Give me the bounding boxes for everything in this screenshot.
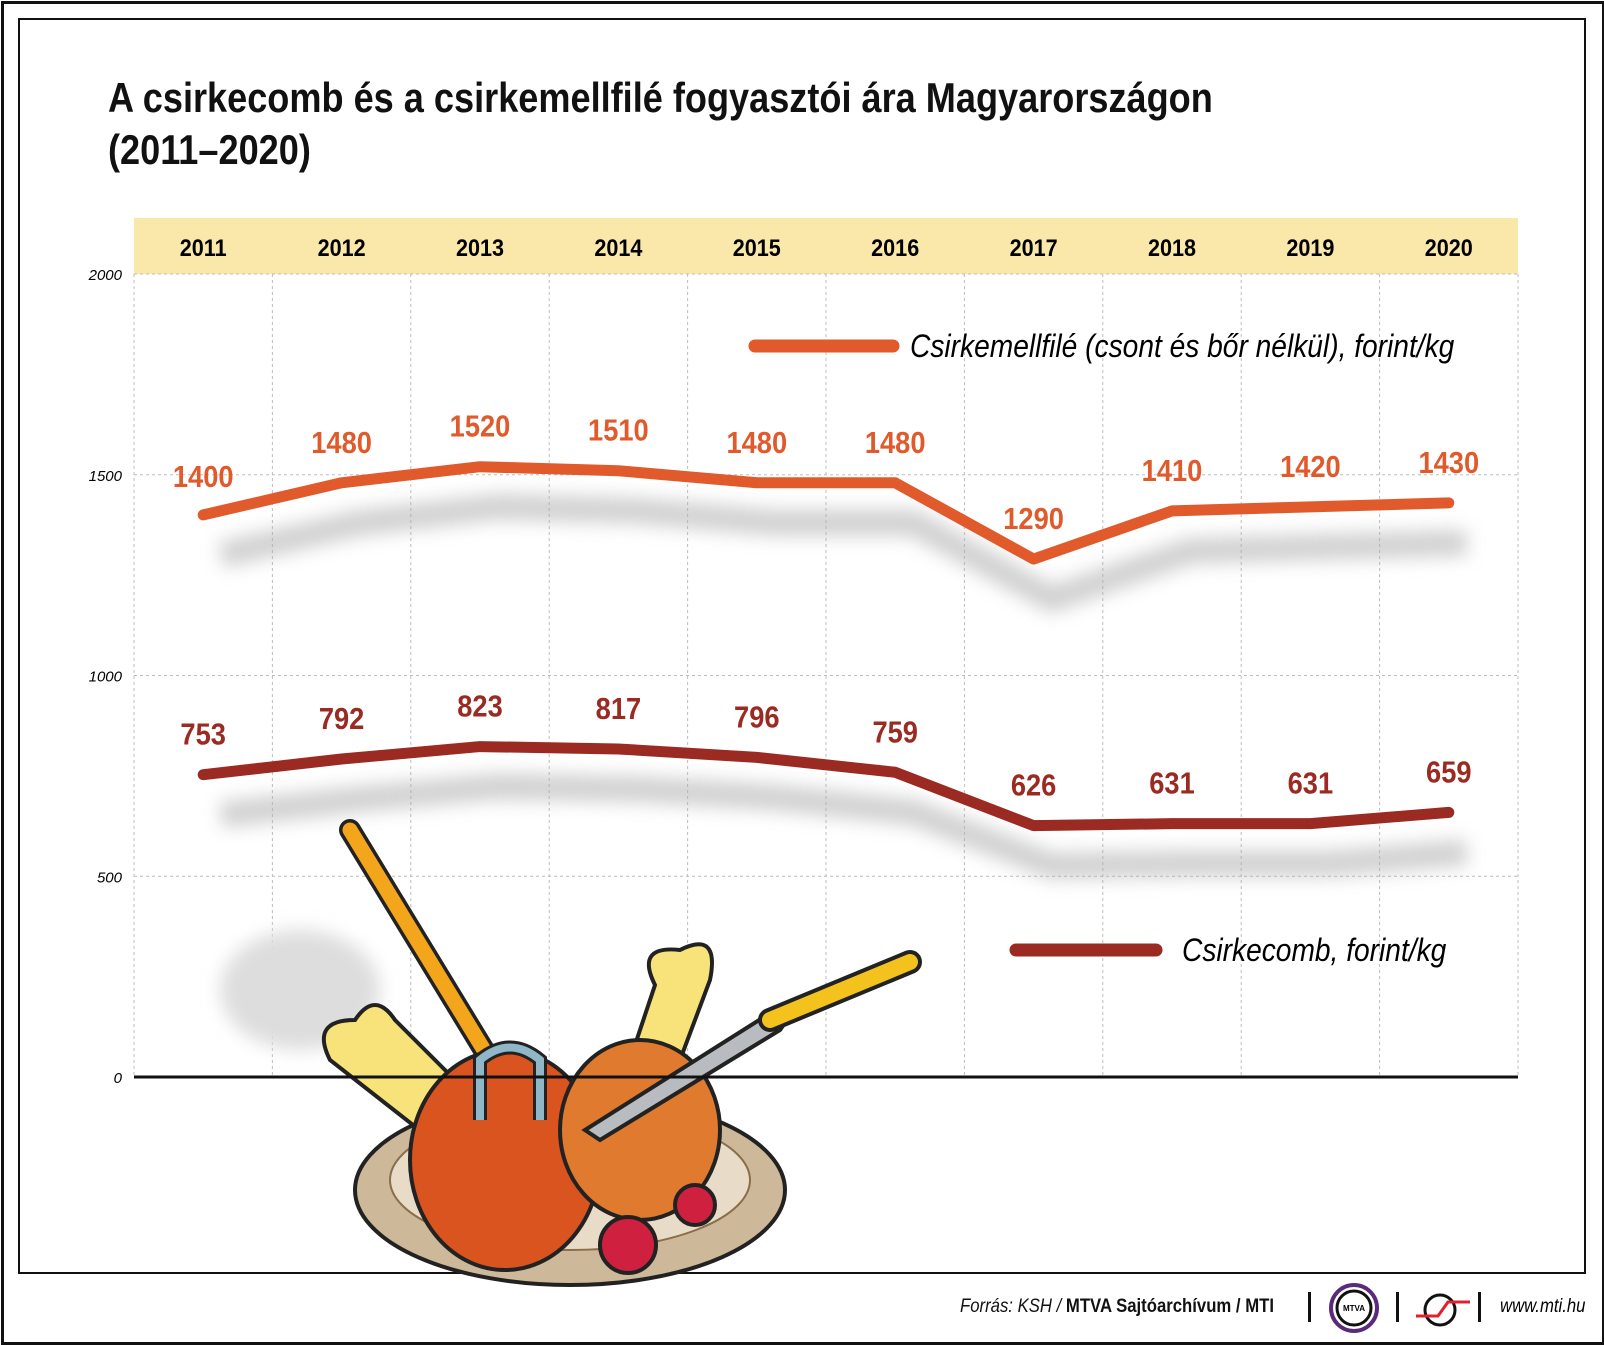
data-label: 631 xyxy=(1288,767,1334,801)
data-label: 631 xyxy=(1149,767,1195,801)
y-tick-label: 2000 xyxy=(88,267,123,284)
data-label: 1410 xyxy=(1142,454,1203,488)
data-label: 1520 xyxy=(450,410,511,444)
legend-label: Csirkecomb, forint/kg xyxy=(1182,933,1447,968)
data-label: 792 xyxy=(319,702,365,736)
x-tick-label: 2014 xyxy=(594,234,642,261)
data-label: 796 xyxy=(734,701,780,735)
source-agency: MTVA Sajtóarchívum / MTI xyxy=(1066,1296,1274,1317)
data-label: 753 xyxy=(180,718,226,752)
data-label: 1420 xyxy=(1280,450,1341,484)
x-tick-label: 2015 xyxy=(733,234,781,261)
data-label: 1480 xyxy=(726,426,787,460)
data-label: 1400 xyxy=(173,460,234,494)
x-tick-label: 2020 xyxy=(1425,234,1473,261)
series-shadow xyxy=(221,507,1467,599)
data-label: 1480 xyxy=(865,426,926,460)
x-tick-label: 2011 xyxy=(180,234,227,261)
data-label: 626 xyxy=(1011,769,1057,803)
roast-chicken-illustration xyxy=(220,830,910,1285)
data-label: 1430 xyxy=(1418,446,1479,480)
data-label: 759 xyxy=(872,716,918,750)
mti-logo xyxy=(1412,1286,1472,1330)
data-label: 1480 xyxy=(311,426,372,460)
x-tick-label: 2012 xyxy=(318,234,366,261)
y-tick-label: 500 xyxy=(97,869,123,886)
data-label: 817 xyxy=(596,692,642,726)
x-tick-label: 2017 xyxy=(1010,234,1058,261)
data-label: 659 xyxy=(1426,756,1472,790)
separator xyxy=(1396,1292,1399,1322)
data-label: 1510 xyxy=(588,414,649,448)
x-tick-label: 2019 xyxy=(1286,234,1334,261)
data-label: 823 xyxy=(457,690,503,724)
x-tick-label: 2016 xyxy=(871,234,919,261)
mtva-logo: MTVA xyxy=(1328,1282,1380,1334)
source-prefix: Forrás: KSH / xyxy=(960,1296,1066,1317)
x-tick-label: 2013 xyxy=(456,234,504,261)
separator xyxy=(1478,1292,1481,1322)
website-url[interactable]: www.mti.hu xyxy=(1500,1296,1585,1318)
legend-label: Csirkemellfilé (csont és bőr nélkül), fo… xyxy=(910,329,1455,364)
separator xyxy=(1308,1292,1311,1322)
y-tick-label: 1500 xyxy=(89,468,123,485)
source-note: Forrás: KSH / MTVA Sajtóarchívum / MTI xyxy=(960,1296,1274,1318)
data-label: 1290 xyxy=(1003,503,1064,537)
y-tick-label: 1000 xyxy=(89,669,123,686)
svg-text:MTVA: MTVA xyxy=(1343,1304,1365,1313)
y-tick-label: 0 xyxy=(114,1070,123,1087)
x-tick-label: 2018 xyxy=(1148,234,1196,261)
